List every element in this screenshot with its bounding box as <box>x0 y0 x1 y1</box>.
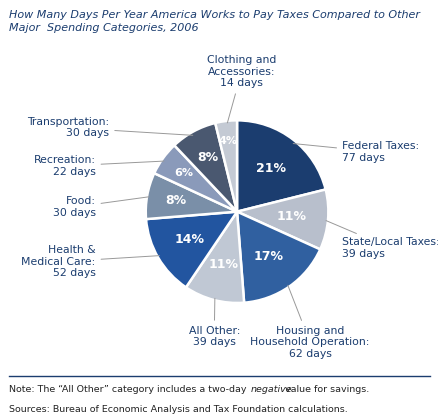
Text: Recreation:
22 days: Recreation: 22 days <box>33 155 163 177</box>
Text: How Many Days Per Year America Works to Pay Taxes Compared to Other: How Many Days Per Year America Works to … <box>9 10 419 20</box>
Wedge shape <box>174 123 237 212</box>
Text: value for savings.: value for savings. <box>282 386 369 394</box>
Text: Housing and
Household Operation:
62 days: Housing and Household Operation: 62 days <box>250 285 369 359</box>
Text: State/Local Taxes:
39 days: State/Local Taxes: 39 days <box>325 220 438 259</box>
Text: 4%: 4% <box>219 136 237 146</box>
Text: Major  Spending Categories, 2006: Major Spending Categories, 2006 <box>9 23 198 33</box>
Wedge shape <box>237 212 319 303</box>
Text: Clothing and
Accessories:
14 days: Clothing and Accessories: 14 days <box>206 55 276 123</box>
Text: Health &
Medical Care:
52 days: Health & Medical Care: 52 days <box>21 245 159 278</box>
Text: negative: negative <box>251 386 292 394</box>
Wedge shape <box>237 120 325 212</box>
Text: 6%: 6% <box>174 168 193 178</box>
Wedge shape <box>154 145 237 212</box>
Text: All Other:
39 days: All Other: 39 days <box>188 298 240 347</box>
Text: 11%: 11% <box>208 258 237 271</box>
Wedge shape <box>186 212 244 303</box>
Text: Sources: Bureau of Economic Analysis and Tax Foundation calculations.: Sources: Bureau of Economic Analysis and… <box>9 405 347 414</box>
Text: 17%: 17% <box>253 250 283 263</box>
Text: Note: The “All Other” category includes a two-day: Note: The “All Other” category includes … <box>9 386 249 394</box>
Text: Food:
30 days: Food: 30 days <box>53 196 148 218</box>
Text: 8%: 8% <box>196 151 217 164</box>
Text: 11%: 11% <box>276 210 306 223</box>
Wedge shape <box>215 120 237 212</box>
Wedge shape <box>237 190 328 249</box>
Text: 14%: 14% <box>174 233 204 246</box>
Wedge shape <box>145 173 237 219</box>
Text: Transportation:
30 days: Transportation: 30 days <box>27 117 192 139</box>
Text: 8%: 8% <box>165 194 186 207</box>
Text: 21%: 21% <box>255 162 285 175</box>
Text: Federal Taxes:
77 days: Federal Taxes: 77 days <box>293 142 418 163</box>
Wedge shape <box>146 212 237 287</box>
